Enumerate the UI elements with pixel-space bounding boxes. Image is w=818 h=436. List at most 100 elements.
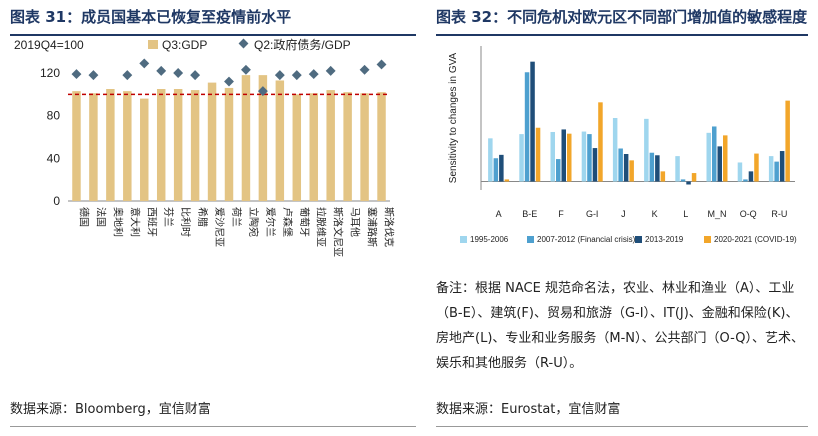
left-y-tick-label: 0 bbox=[53, 194, 60, 208]
left-gdp-bar bbox=[224, 87, 234, 201]
left-debt-marker bbox=[122, 70, 133, 81]
left-debt-marker bbox=[291, 70, 302, 81]
right-bar bbox=[581, 131, 587, 182]
right-bar bbox=[618, 148, 623, 182]
left-legend-debt-marker bbox=[238, 38, 249, 49]
right-chart-title: 图表 32：不同危机对欧元区不同部门增加值的敏感程度 bbox=[436, 8, 808, 26]
left-gdp-bar bbox=[343, 92, 352, 201]
left-debt-marker bbox=[71, 69, 82, 80]
right-bar bbox=[723, 135, 728, 182]
left-x-tick-label: 比利时 bbox=[179, 207, 191, 237]
left-x-tick-label: 奥地利 bbox=[111, 207, 124, 237]
left-gdp-bar bbox=[72, 91, 81, 201]
right-legend-swatch bbox=[704, 236, 711, 243]
left-gdp-bar bbox=[140, 98, 149, 201]
right-bar bbox=[612, 118, 618, 182]
right-x-tick-label: F bbox=[558, 209, 564, 219]
right-bar bbox=[493, 158, 499, 182]
left-gdp-bar bbox=[377, 92, 386, 201]
right-bar bbox=[717, 146, 722, 182]
right-x-tick-label: R-U bbox=[771, 209, 787, 219]
left-y-tick-label: 120 bbox=[40, 66, 60, 80]
left-chart-title: 图表 31：成员国基本已恢复至疫情前水平 bbox=[10, 8, 292, 26]
right-bottom-rule bbox=[436, 426, 808, 427]
left-debt-marker bbox=[156, 65, 167, 76]
left-debt-marker bbox=[274, 70, 285, 81]
right-x-tick-label: G-I bbox=[586, 209, 599, 219]
left-x-tick-label: 葡萄牙 bbox=[298, 207, 311, 237]
right-bar bbox=[655, 155, 660, 182]
right-bar bbox=[774, 161, 779, 182]
right-legend-swatch bbox=[460, 236, 467, 243]
left-gdp-bar bbox=[360, 93, 369, 201]
left-x-tick-label: 荷兰 bbox=[230, 207, 243, 227]
left-x-tick-label: 西班牙 bbox=[145, 207, 157, 237]
right-legend-label: 2013-2019 bbox=[645, 235, 684, 244]
right-bar bbox=[785, 100, 790, 182]
left-x-tick-label: 斯洛伐克 bbox=[383, 207, 396, 247]
left-x-tick-label: 立陶宛 bbox=[247, 207, 260, 237]
right-x-tick-label: O-Q bbox=[740, 209, 757, 219]
right-bar bbox=[660, 171, 666, 182]
right-bar bbox=[649, 152, 655, 182]
right-legend-swatch bbox=[635, 236, 642, 243]
left-gdp-bar bbox=[258, 75, 268, 201]
right-bar bbox=[561, 129, 566, 182]
left-debt-marker bbox=[88, 70, 99, 81]
left-gdp-bar bbox=[156, 89, 166, 201]
right-legend-label: 2020-2021 (COVID-19) bbox=[714, 235, 797, 244]
left-gdp-bar bbox=[190, 90, 200, 201]
left-gdp-bar bbox=[241, 75, 251, 201]
left-y-tick-label: 40 bbox=[47, 151, 61, 165]
right-bar bbox=[567, 133, 572, 182]
left-legend-gdp-swatch bbox=[148, 40, 158, 49]
right-legend-swatch bbox=[527, 236, 534, 243]
left-x-tick-label: 拉脱维亚 bbox=[315, 207, 328, 247]
left-debt-marker bbox=[139, 58, 150, 69]
right-bar bbox=[530, 61, 535, 182]
left-x-tick-label: 德国 bbox=[77, 207, 90, 227]
right-bar bbox=[743, 179, 748, 182]
right-bar bbox=[556, 159, 561, 182]
left-gdp-bar bbox=[292, 94, 302, 201]
right-bar bbox=[680, 179, 686, 182]
left-gdp-bar bbox=[89, 93, 98, 201]
right-bar bbox=[499, 154, 504, 182]
left-source: 数据来源：Bloomberg，宜信财富 bbox=[10, 402, 211, 417]
right-bar bbox=[644, 118, 649, 182]
left-y-tick-label: 80 bbox=[47, 109, 61, 123]
left-x-tick-label: 塞浦路斯 bbox=[366, 207, 379, 247]
right-bar bbox=[623, 154, 629, 182]
right-x-tick-label: B-E bbox=[522, 209, 537, 219]
left-x-tick-label: 爱尔兰 bbox=[264, 207, 277, 237]
left-x-tick-label: 法国 bbox=[94, 207, 107, 227]
right-bar bbox=[691, 173, 697, 182]
left-x-tick-label: 卢森堡 bbox=[281, 207, 294, 237]
right-bar bbox=[675, 156, 680, 182]
right-x-tick-label: J bbox=[621, 209, 626, 219]
right-x-tick-label: L bbox=[683, 209, 688, 219]
left-debt-marker bbox=[376, 59, 387, 70]
left-x-tick-label: 芬兰 bbox=[162, 207, 175, 227]
right-bar bbox=[592, 148, 598, 182]
left-x-tick-label: 意大利 bbox=[128, 207, 141, 237]
right-x-tick-label: K bbox=[652, 209, 658, 219]
right-bar bbox=[779, 151, 785, 182]
right-bar bbox=[706, 132, 711, 182]
left-base-label: 2019Q4=100 bbox=[14, 38, 84, 52]
right-legend-label: 1995-2006 bbox=[470, 235, 509, 244]
right-bar bbox=[587, 134, 592, 182]
left-x-tick-label: 斯洛文尼亚 bbox=[332, 207, 345, 257]
left-legend-gdp-label: Q3:GDP bbox=[162, 38, 207, 52]
right-x-tick-label: M_N bbox=[707, 209, 726, 219]
right-bar bbox=[519, 134, 524, 182]
left-gdp-bar bbox=[106, 89, 115, 201]
left-debt-marker bbox=[224, 76, 234, 87]
left-legend-debt-label: Q2:政府债务/GDP bbox=[254, 37, 351, 52]
right-bar bbox=[686, 181, 691, 185]
right-bar bbox=[550, 131, 555, 182]
right-bar bbox=[748, 171, 754, 182]
right-title-rule bbox=[436, 34, 808, 36]
right-bar bbox=[629, 160, 634, 182]
